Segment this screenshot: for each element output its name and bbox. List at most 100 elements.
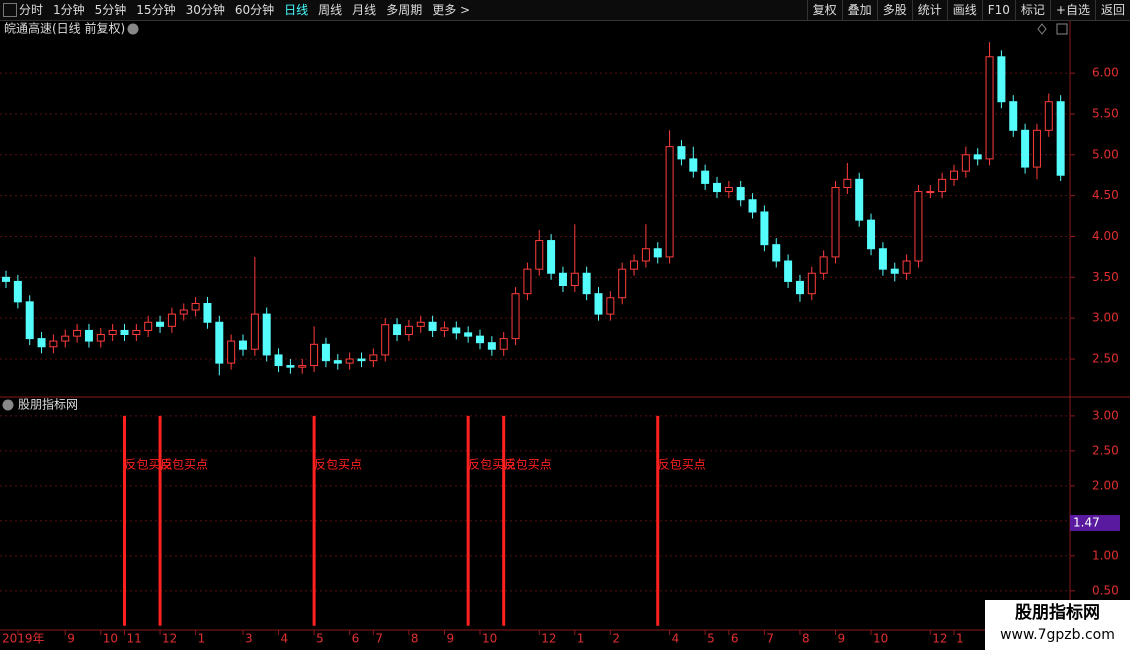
x-tick-label: 12: [162, 632, 177, 646]
x-tick-label: 7: [375, 632, 383, 646]
x-tick-label: 9: [838, 632, 846, 646]
candle-body: [452, 327, 461, 334]
candle-body: [867, 219, 876, 250]
toolbar-button[interactable]: 更多 >: [432, 3, 471, 17]
window-icon[interactable]: [1056, 23, 1068, 35]
candle-body: [2, 276, 10, 282]
candle-body: [345, 358, 354, 364]
candle-body: [594, 293, 603, 315]
candle-body: [689, 158, 698, 172]
candle-body: [641, 248, 650, 262]
toolbar-button[interactable]: 多周期: [386, 3, 423, 17]
toolbar-button[interactable]: 多股: [876, 0, 912, 20]
y-tick-label: 3.00: [1092, 311, 1119, 325]
x-tick-label: 6: [352, 632, 360, 646]
candle-body: [1044, 101, 1053, 131]
toolbar-button[interactable]: 15分钟: [136, 3, 176, 17]
x-tick-label: 3: [245, 632, 253, 646]
x-tick-label: 1: [577, 632, 585, 646]
candle-body: [25, 301, 34, 340]
candle-body: [333, 360, 342, 364]
period-tabs: 分时 1分钟 5分钟 15分钟 30分钟 60分钟 日线 周线 月线 多周期 更多 >: [0, 0, 475, 20]
toolbar-button[interactable]: 分时: [19, 3, 44, 17]
y-tick-label: 1.00: [1092, 548, 1119, 562]
toolbar-button[interactable]: 标记: [1014, 0, 1050, 20]
candle-body: [902, 260, 911, 274]
y-tick-label: 0.50: [1092, 583, 1119, 597]
last-value-tag: [1070, 514, 1120, 531]
candle-body: [606, 297, 615, 315]
toolbar-button[interactable]: 5分钟: [94, 3, 127, 17]
diamond-icon[interactable]: [1037, 23, 1047, 35]
y-tick-label: 2.00: [1092, 478, 1119, 492]
candle-body: [938, 178, 947, 193]
candle-body: [156, 321, 165, 327]
candle-body: [713, 182, 721, 193]
candle-body: [914, 191, 923, 262]
x-tick-label: 4: [672, 632, 680, 646]
y-tick-label: 2.50: [1092, 443, 1119, 457]
toolbar-button[interactable]: +自选: [1049, 0, 1095, 20]
toolbar-button[interactable]: 返回: [1094, 0, 1130, 20]
y-tick-label: 5.50: [1092, 106, 1119, 120]
x-tick-label: 9: [446, 632, 454, 646]
candle-body: [499, 338, 508, 350]
toolbar-button[interactable]: 画线: [946, 0, 982, 20]
toolbar-button[interactable]: 复权: [806, 0, 842, 20]
candle-body: [179, 309, 188, 315]
x-tick-label: 12: [541, 632, 556, 646]
candle-body: [772, 244, 781, 262]
candle-body: [831, 186, 840, 258]
candle-body: [926, 191, 935, 194]
candle-body: [464, 332, 473, 337]
y-tick-label: 3.50: [1092, 270, 1119, 284]
candle-body: [61, 335, 70, 342]
action-buttons: 复权 叠加 多股 统计 画线 F10 标记 +自选 返回: [806, 0, 1130, 20]
candle-body: [1032, 129, 1041, 168]
candle-body: [973, 154, 982, 160]
chart-title: 皖通高速(日线 前复权): [4, 21, 125, 36]
candle-body: [120, 329, 129, 336]
candle-body: [665, 146, 674, 258]
x-tick-label: 1: [198, 632, 206, 646]
x-tick-label: 10: [103, 632, 118, 646]
toolbar-button[interactable]: 60分钟: [234, 3, 275, 17]
candle-body: [298, 365, 307, 368]
candle-body: [96, 334, 105, 342]
candle-body: [748, 199, 757, 213]
x-tick-label: 5: [316, 632, 324, 646]
toolbar-button[interactable]: 叠加: [841, 0, 877, 20]
candle-body: [227, 340, 236, 364]
background: [0, 21, 1130, 650]
x-tick-label: 9: [67, 632, 75, 646]
candle-body: [84, 329, 93, 342]
candle-body: [547, 240, 556, 274]
toolbar-button[interactable]: F10: [981, 0, 1015, 20]
x-tick-label: 6: [731, 632, 739, 646]
candle-body: [262, 313, 271, 356]
y-tick-label: 5.00: [1092, 147, 1119, 161]
candle-body: [321, 343, 330, 362]
candle-body: [191, 302, 200, 311]
dropdown-icon[interactable]: [2, 399, 14, 411]
signal-label: 反包买点: [658, 458, 706, 472]
toolbar-button[interactable]: 30分钟: [185, 3, 225, 17]
x-tick-label: 12: [932, 632, 947, 646]
toolbar-button[interactable]: 周线: [318, 3, 343, 17]
candle-body: [558, 272, 567, 287]
x-tick-label: 10: [873, 632, 888, 646]
toolbar-button[interactable]: 统计: [911, 0, 947, 20]
dropdown-icon[interactable]: [127, 23, 139, 35]
x-tick-label: 7: [766, 632, 774, 646]
toolbar-button[interactable]: 日线: [284, 3, 309, 17]
toolbar-button[interactable]: 月线: [352, 3, 377, 17]
candle-body: [476, 335, 484, 344]
menu-box[interactable]: [3, 3, 17, 17]
candle-body: [108, 329, 117, 336]
x-tick-label: 2019年: [2, 632, 45, 646]
toolbar-button[interactable]: 1分钟: [53, 3, 85, 17]
candle-body: [286, 365, 295, 368]
candle-body: [950, 170, 958, 180]
